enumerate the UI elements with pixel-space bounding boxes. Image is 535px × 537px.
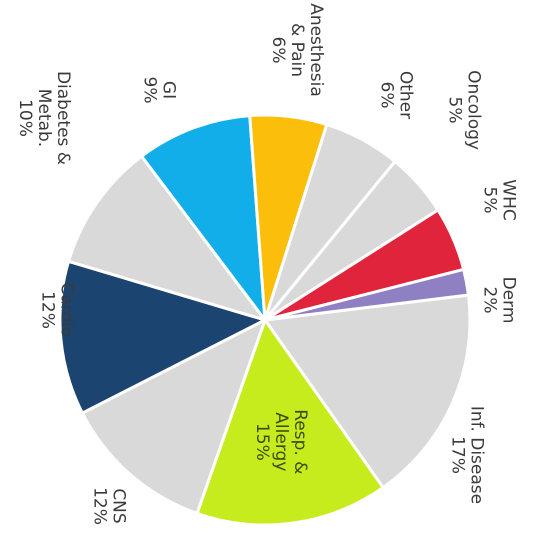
pie-slice-cns bbox=[80, 316, 268, 516]
pie-label-anesthesia-pain: Anesthesia& Pain6% bbox=[268, 3, 326, 97]
pie-label-inf-disease: Inf. Disease17% bbox=[448, 406, 487, 504]
pie-label-diabetes-metab: Diabetes &Metab.10% bbox=[15, 71, 73, 165]
pie-slice-gi bbox=[139, 113, 267, 325]
pie-label-other: Other6% bbox=[377, 71, 416, 119]
pie-label-oncology: Oncology5% bbox=[445, 70, 484, 150]
pie-label-resp-allergy: Resp. &Allergy15% bbox=[252, 409, 310, 474]
pie-slice-cardio bbox=[58, 259, 270, 416]
pie-slices bbox=[58, 113, 472, 527]
pie-slice-resp-allergy bbox=[195, 316, 386, 527]
pie-label-gi: GI9% bbox=[140, 77, 179, 104]
pie-slice-diabetes-metab bbox=[66, 154, 269, 323]
pie-label-whc: WHC5% bbox=[480, 179, 519, 220]
pie-slice-derm bbox=[264, 267, 471, 322]
pie-label-derm: Derm2% bbox=[480, 277, 519, 324]
pie-label-cardio: Cardio12% bbox=[38, 283, 77, 338]
pie-labels: Inf. Disease17% Resp. &Allergy15% CNS12% Ca… bbox=[15, 3, 519, 525]
pie-slice-inf-disease bbox=[262, 293, 472, 490]
pie-label-cns: CNS12% bbox=[90, 487, 129, 525]
